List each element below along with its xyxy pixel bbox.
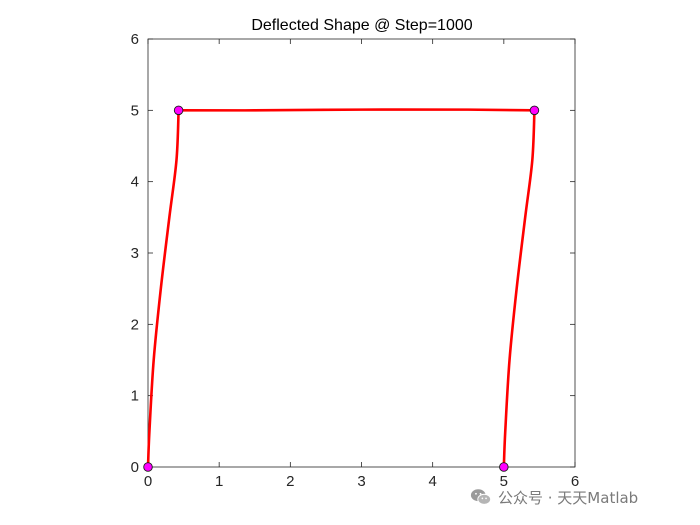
x-tick-label: 6 <box>571 473 579 490</box>
x-tick-label: 5 <box>500 473 508 490</box>
nodes <box>143 105 540 472</box>
member-line-3 <box>502 109 536 469</box>
y-tick-label: 4 <box>131 174 139 191</box>
x-tick-label: 0 <box>144 473 152 490</box>
y-tick-label: 1 <box>131 388 139 405</box>
member-line-1 <box>146 109 180 469</box>
y-tick-label: 2 <box>131 316 139 333</box>
node-marker <box>173 105 184 116</box>
member-line-2 <box>177 108 536 112</box>
watermark-text: 公众号 · 天天Matlab <box>498 488 639 507</box>
y-tick-label: 5 <box>131 102 139 119</box>
node-marker <box>143 462 153 472</box>
chart-title: Deflected Shape @ Step=1000 <box>251 17 472 34</box>
x-tick-label: 1 <box>215 473 223 490</box>
wechat-icon <box>470 489 492 505</box>
y-tick-label: 3 <box>131 245 139 262</box>
x-tick-label: 3 <box>357 473 365 490</box>
x-tick-label: 2 <box>286 473 294 490</box>
watermark: 公众号 · 天天Matlab <box>470 486 638 508</box>
node-marker <box>529 105 540 116</box>
plot-area <box>147 38 576 468</box>
y-tick-label: 0 <box>131 459 139 476</box>
y-tick-label: 6 <box>131 31 139 48</box>
node-marker <box>499 462 509 472</box>
deflected-shape <box>146 108 536 469</box>
x-tick-label: 4 <box>428 473 436 490</box>
